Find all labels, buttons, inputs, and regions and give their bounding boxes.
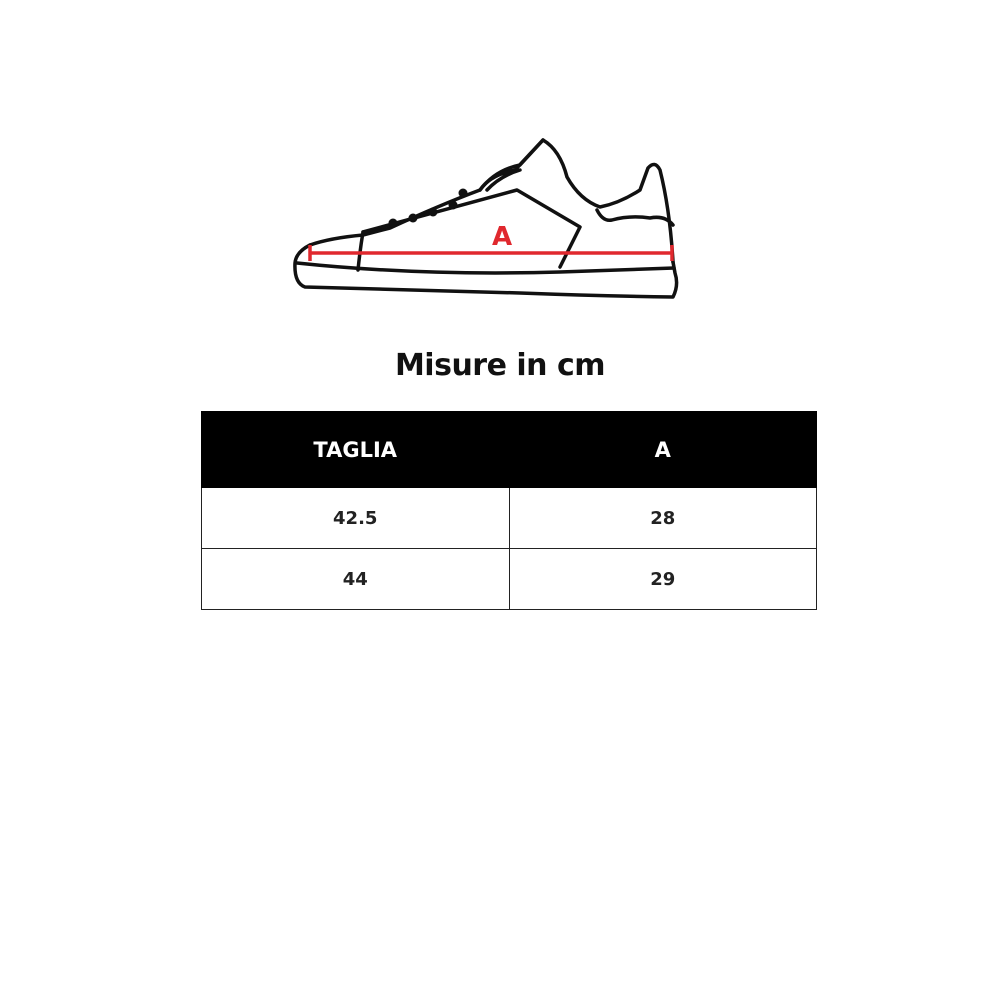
sneaker-icon: A [293,138,679,299]
midsole-line [295,261,676,275]
cell-size: 44 [201,548,510,610]
cell-a: 29 [508,548,817,610]
header-taglia: TAGLIA [201,411,510,488]
laces [388,188,468,228]
size-table: TAGLIA A 42.5 28 44 29 [201,411,817,610]
sole-outline [293,243,679,299]
table-header-row: TAGLIA A [201,411,817,488]
table-row: 42.5 28 [201,487,817,549]
measure-line-a [308,245,674,261]
side-panel [361,188,582,269]
toe-cap [356,230,365,272]
measure-label-a: A [492,222,512,252]
tongue [478,138,545,192]
header-a: A [508,411,817,488]
page-title: Misure in cm [394,348,606,383]
table-row: 44 29 [201,548,817,610]
heel-notch [595,208,675,227]
cell-a: 28 [508,487,817,549]
cell-size: 42.5 [201,487,510,549]
